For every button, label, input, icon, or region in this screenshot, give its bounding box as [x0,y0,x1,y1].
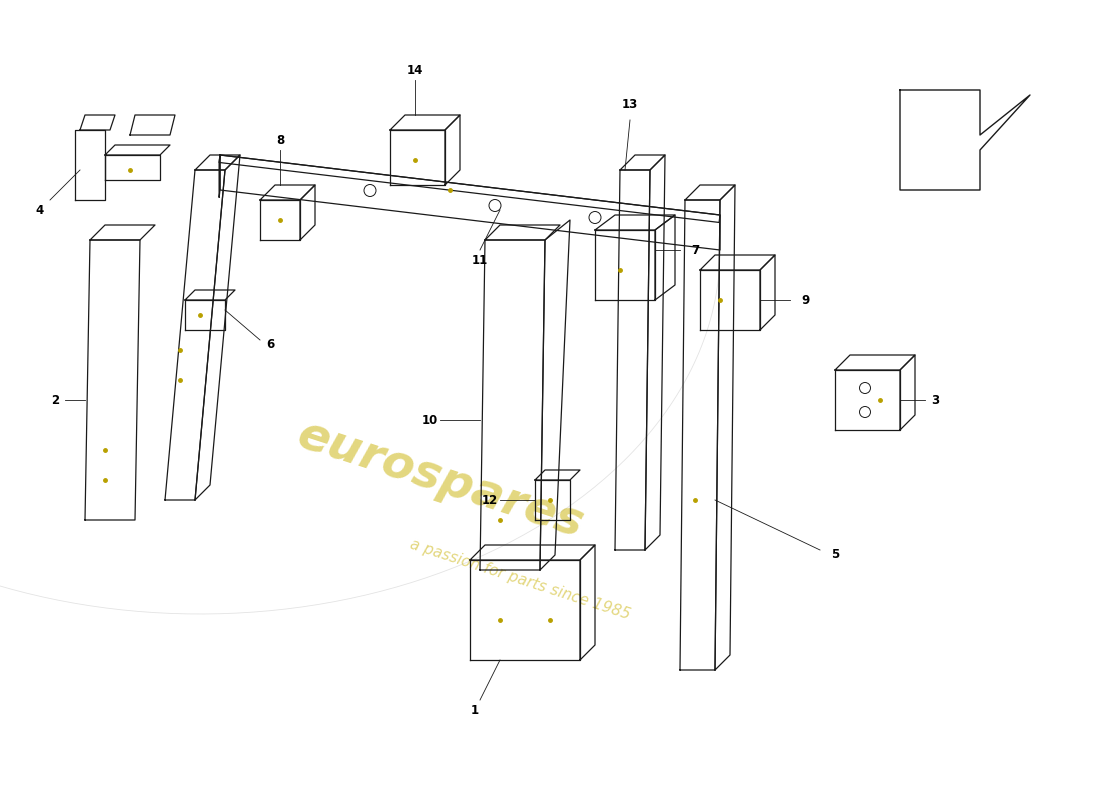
Text: 4: 4 [36,203,44,217]
Text: 7: 7 [691,243,700,257]
Text: eurospares: eurospares [292,413,588,547]
Text: 11: 11 [472,254,488,266]
Text: 14: 14 [407,63,424,77]
Text: 5: 5 [830,549,839,562]
Text: a passion for parts since 1985: a passion for parts since 1985 [408,537,632,623]
Text: 9: 9 [801,294,810,306]
Text: 8: 8 [276,134,284,146]
Text: 6: 6 [266,338,274,351]
Text: 10: 10 [422,414,438,426]
Text: 13: 13 [621,98,638,111]
Text: 2: 2 [51,394,59,406]
Text: 12: 12 [482,494,498,506]
Text: 3: 3 [931,394,939,406]
Text: 1: 1 [471,703,480,717]
